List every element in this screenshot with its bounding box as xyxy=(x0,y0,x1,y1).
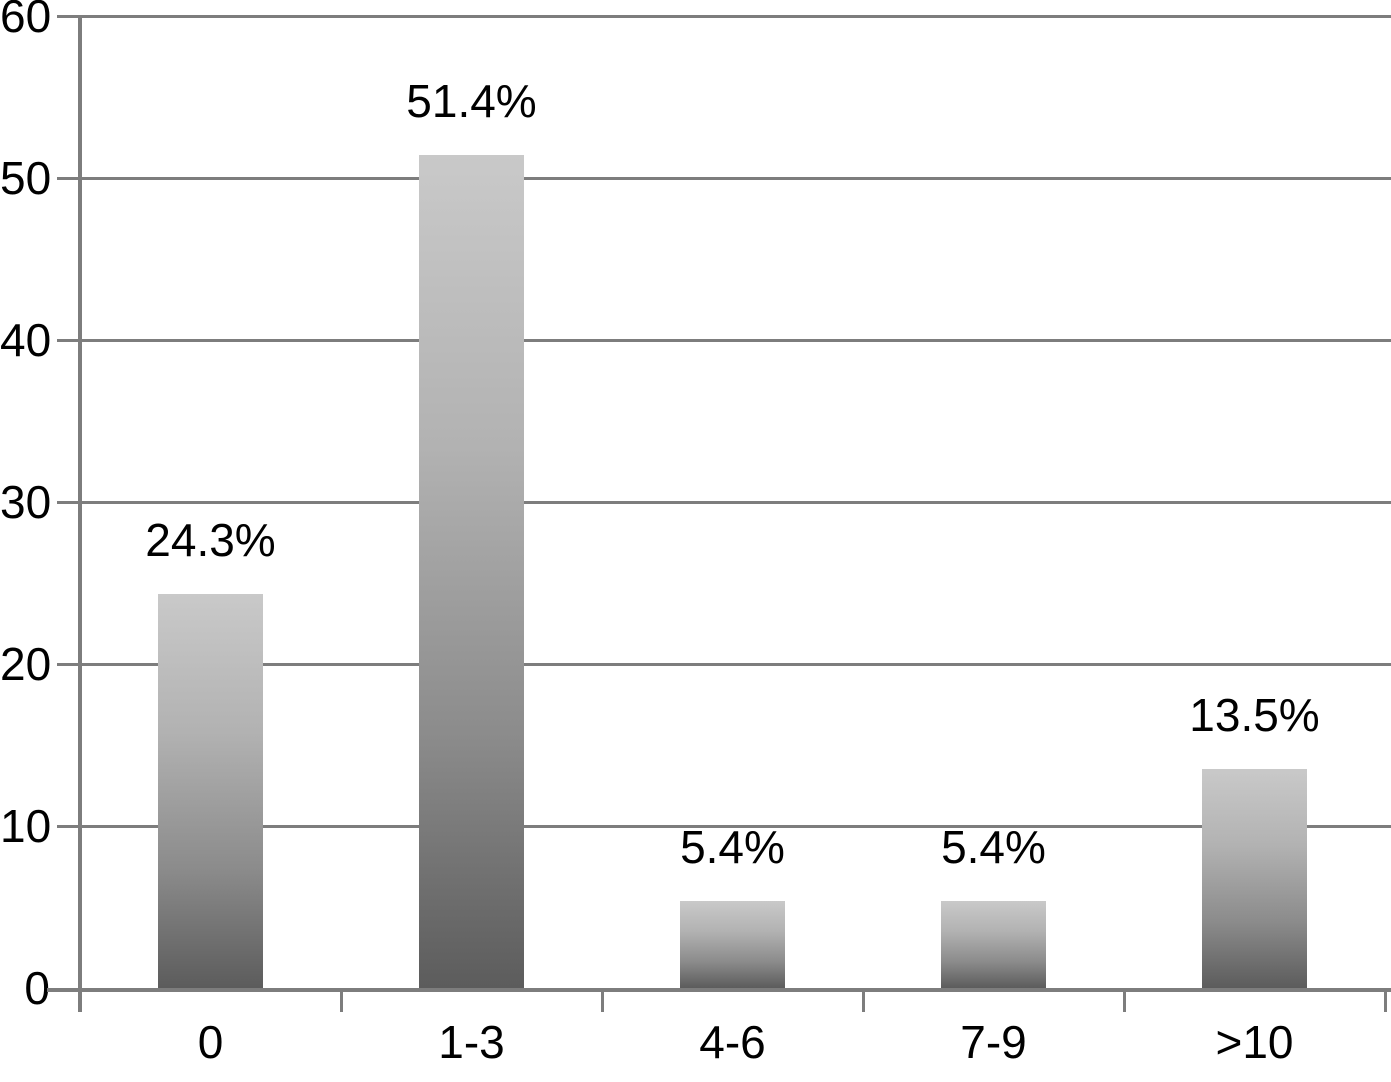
bar-1-3 xyxy=(419,155,524,988)
y-axis-tick-label-40: 40 xyxy=(0,314,52,366)
bar-value-label-1: 51.4% xyxy=(406,75,537,128)
gridline-50 xyxy=(57,176,1391,180)
y-axis-tick-label-0: 0 xyxy=(24,962,50,1014)
x-axis-category-label-1: 1-3 xyxy=(438,1016,505,1068)
bar-value-label-3: 5.4% xyxy=(941,820,1046,873)
x-axis-category-label-0: 0 xyxy=(197,1016,224,1068)
x-axis-category-label-4: >10 xyxy=(1215,1016,1294,1068)
y-axis-tick-label-30: 30 xyxy=(0,476,52,528)
gridline-30 xyxy=(57,500,1391,504)
gridline-40 xyxy=(57,338,1391,342)
y-axis-tick-label-50: 50 xyxy=(0,152,52,204)
bar-0 xyxy=(158,594,263,988)
y-axis-line xyxy=(78,14,82,1012)
y-axis-tick-label-10: 10 xyxy=(0,800,52,852)
x-axis-category-label-3: 7-9 xyxy=(960,1016,1027,1068)
x-axis-tick-2 xyxy=(600,988,604,1012)
bar-value-label-0: 24.3% xyxy=(145,514,276,567)
y-axis-tick-label-60: 60 xyxy=(0,0,52,42)
x-axis-category-label-2: 4-6 xyxy=(699,1016,766,1068)
x-axis-tick-3 xyxy=(861,988,865,1012)
bar-7-9 xyxy=(941,900,1046,988)
y-axis-tick-label-20: 20 xyxy=(0,638,52,690)
gridline-20 xyxy=(57,662,1391,666)
x-axis-line xyxy=(47,988,1391,992)
bar->10 xyxy=(1202,769,1307,988)
bar-4-6 xyxy=(680,900,785,988)
gridline-60 xyxy=(57,14,1391,18)
x-axis-tick-5 xyxy=(1383,988,1387,1012)
bar-value-label-2: 5.4% xyxy=(680,820,785,873)
gridline-10 xyxy=(57,824,1391,828)
x-axis-tick-4 xyxy=(1122,988,1126,1012)
x-axis-tick-1 xyxy=(339,988,343,1012)
bar-value-label-4: 13.5% xyxy=(1189,689,1320,742)
